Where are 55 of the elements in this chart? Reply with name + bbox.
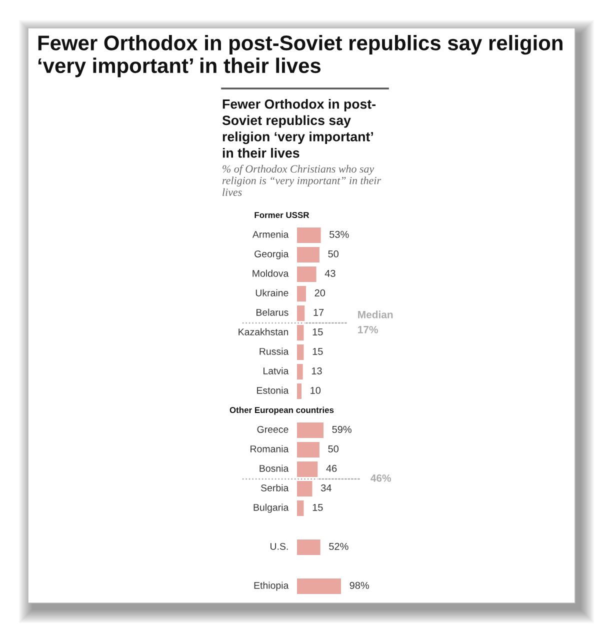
- data-label: 15: [312, 348, 323, 355]
- y-tick-label: Moldova: [252, 270, 289, 277]
- bar: [297, 383, 302, 400]
- data-label: 59%: [332, 426, 352, 433]
- y-tick-label: Serbia: [261, 484, 289, 492]
- data-label: 53%: [330, 230, 349, 238]
- y-tick-label: Other European countries: [230, 406, 334, 415]
- y-tick-label: Georgia: [254, 250, 289, 260]
- chart-subtitle: % of Orthodox Christians who say religion is “very important” in their lives: [222, 164, 382, 196]
- bar: [297, 500, 304, 516]
- bar: [297, 305, 305, 322]
- annotation: 46%: [370, 474, 392, 482]
- data-label: 50: [328, 250, 339, 258]
- data-label: 10: [310, 386, 321, 394]
- text: Fewer Orthodox in post- Soviet republics say religion ‘very important’ in their lives: [222, 99, 376, 158]
- bar: [297, 344, 304, 360]
- data-label: 98%: [350, 582, 369, 589]
- bar: [297, 578, 341, 594]
- bar: [297, 324, 304, 341]
- data-label: 15: [312, 504, 323, 511]
- bar: [297, 227, 321, 244]
- data-label: 50: [328, 445, 339, 452]
- data-label: 13: [312, 367, 322, 374]
- bar: [297, 539, 320, 556]
- y-tick-label: Former USSR: [254, 212, 310, 218]
- data-label: 46: [326, 464, 337, 472]
- y-tick-label: Armenia: [252, 230, 289, 238]
- bar: [297, 266, 316, 282]
- y-tick-label: Russia: [260, 348, 289, 355]
- y-tick-label: Belarus: [256, 308, 288, 316]
- y-tick-label: Greece: [257, 426, 288, 433]
- y-tick-label: Ukraine: [256, 289, 288, 296]
- y-tick-label: U.S.: [270, 542, 288, 550]
- y-tick-label: Bosnia: [260, 464, 289, 472]
- bar: [297, 286, 306, 302]
- bar: [297, 246, 320, 263]
- y-tick-label: Romania: [250, 445, 289, 452]
- chart-title: Fewer Orthodox in post-Soviet republics say religion ‘very important’ in their lives: [38, 35, 562, 78]
- data-label: 52%: [329, 542, 348, 550]
- y-tick-label: Bulgaria: [254, 504, 289, 513]
- data-label: 17: [314, 308, 324, 316]
- y-tick-label: Kazakhstan: [238, 328, 288, 336]
- data-label: 15: [312, 328, 323, 336]
- y-tick-label: Ethiopia: [254, 582, 289, 591]
- y-tick-label: Latvia: [264, 367, 289, 374]
- y-tick-label: Estonia: [257, 386, 289, 394]
- bar: [297, 364, 303, 380]
- data-label: 34: [320, 484, 332, 492]
- annotation: Median 17%: [358, 310, 393, 334]
- data-label: 43: [324, 270, 336, 277]
- data-label: 20: [314, 289, 326, 296]
- bar: [297, 480, 312, 497]
- bar: [297, 442, 320, 458]
- bar: [297, 461, 318, 478]
- bar: [297, 422, 324, 438]
